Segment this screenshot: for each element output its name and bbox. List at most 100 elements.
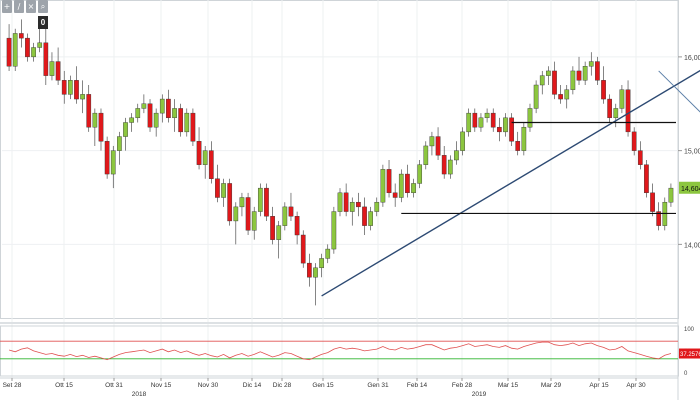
candle-body: [12, 33, 18, 67]
candle-body: [221, 183, 226, 198]
candle-body: [74, 80, 79, 100]
candle-body: [656, 211, 662, 226]
rsi-last-label: 37.2576: [680, 352, 700, 358]
x-tick-label: Feb 28: [452, 382, 473, 389]
candle-body: [349, 201, 355, 212]
candle-body: [135, 108, 141, 119]
candle-body: [159, 98, 165, 114]
reset-icon[interactable]: ×: [26, 0, 36, 13]
rsi-line: [8, 341, 672, 361]
candle-body: [405, 173, 410, 194]
x-tick-label: Apr 15: [589, 382, 609, 389]
candle-body: [607, 98, 612, 119]
candle-body: [239, 197, 245, 208]
candle-body: [411, 183, 416, 194]
candle-body: [288, 206, 294, 217]
rsi-last-badge: [679, 348, 700, 359]
zoom-in-icon[interactable]: +: [2, 0, 12, 13]
candle-body: [668, 187, 674, 203]
rsi-panel: 10050037.2576: [0, 322, 700, 377]
y-tick-label: 16,00: [684, 55, 700, 62]
candle-body: [613, 108, 619, 119]
candle-body: [472, 112, 478, 128]
x-tick-label: Ott 31: [105, 382, 123, 389]
candle-body: [601, 80, 606, 100]
candle-body: [166, 98, 171, 119]
x-tick-label: Mar 15: [498, 382, 519, 389]
candle-body: [172, 108, 177, 119]
candle-body: [582, 66, 588, 81]
last-price-label: 14,604: [681, 186, 700, 193]
candle-body: [380, 169, 386, 203]
y-tick-label: 15,00: [684, 149, 700, 156]
candle-body: [300, 234, 306, 264]
x-axis: Set 28 Ott 15 Ott 31 Nov 15 Nov 30 Dic 14 Dic …: [0, 377, 678, 398]
x-tick-label: Dic 14: [243, 382, 262, 389]
candle-body: [141, 103, 147, 109]
candle-body: [208, 150, 214, 179]
x-tick-label: Apr 30: [626, 382, 646, 389]
year-label: 2019: [472, 391, 487, 398]
candle-body: [386, 169, 392, 194]
x-tick-label: Mar 29: [541, 382, 562, 389]
candles: [6, 19, 674, 306]
candle-body: [313, 267, 318, 278]
candle-body: [190, 112, 196, 142]
last-price-badge: [679, 181, 700, 194]
candle-body: [595, 61, 600, 81]
candle-body: [37, 42, 43, 48]
candle-body: [319, 258, 324, 269]
candle-body: [92, 112, 98, 128]
candle-body: [490, 112, 496, 128]
candle-body: [196, 141, 202, 165]
trendline: [321, 69, 700, 297]
candle-body: [460, 131, 465, 151]
year-label: 2018: [132, 391, 147, 398]
candle-body: [521, 126, 527, 151]
candle-body: [153, 112, 159, 128]
candle-body: [447, 159, 453, 175]
candle-body: [539, 75, 545, 86]
candle-body: [374, 201, 380, 212]
candle-body: [117, 136, 122, 151]
pan-icon[interactable]: ∕: [14, 0, 24, 13]
candle-body: [392, 192, 398, 198]
candle-body: [129, 117, 134, 123]
candle-body: [294, 216, 300, 236]
candle-body: [435, 136, 441, 156]
candle-body: [31, 47, 36, 58]
candle-body: [233, 206, 239, 222]
candle-body: [25, 37, 30, 58]
x-tick-label: Gen 15: [312, 382, 334, 389]
candle-body: [331, 211, 337, 250]
candle-body: [533, 84, 539, 109]
candle-body: [496, 126, 502, 133]
candle-body: [227, 183, 233, 222]
candle-body: [362, 206, 367, 226]
candle-body: [631, 131, 637, 151]
candle-body: [637, 150, 643, 165]
magnifier-icon[interactable]: ⌕: [38, 0, 48, 13]
candle-body: [417, 164, 423, 184]
candle-body: [398, 173, 404, 198]
candle-body: [454, 150, 459, 161]
x-tick-label: Nov 30: [198, 382, 219, 389]
candle-body: [251, 211, 257, 231]
indicator-counter: 0: [38, 16, 48, 29]
y-tick-label: 14,00: [684, 242, 700, 249]
candle-body: [215, 178, 220, 198]
candle-body: [264, 187, 269, 217]
y-axis: 16,00 15,00 14,00 14,604: [678, 55, 700, 249]
candle-body: [49, 61, 55, 76]
x-tick-label: Ott 15: [55, 382, 73, 389]
candle-body: [552, 70, 557, 95]
x-tick-label: Dic 28: [273, 382, 292, 389]
candle-body: [104, 141, 110, 175]
candle-body: [282, 206, 288, 226]
candle-body: [527, 108, 533, 128]
candle-body: [644, 164, 649, 194]
x-tick-label: Gen 31: [367, 382, 389, 389]
